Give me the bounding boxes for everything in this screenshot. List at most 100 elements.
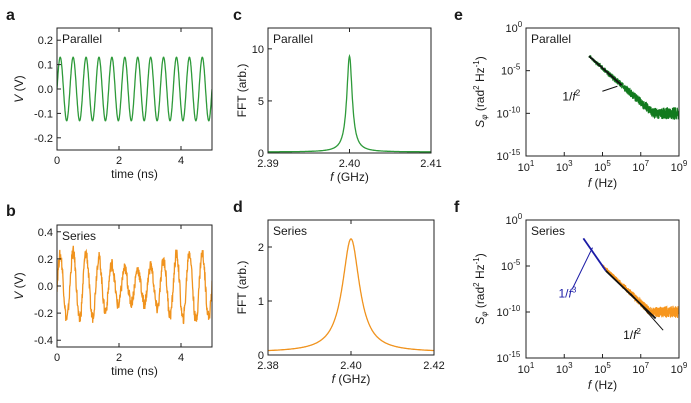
fit-annotation-f-1: 1/f2	[623, 327, 641, 342]
x-title-symbol: f	[588, 378, 593, 392]
x-title-unit: (GHz)	[334, 170, 369, 184]
y-axis-title-a: V (V)	[12, 75, 26, 102]
y-title-unit2: Hz	[473, 264, 487, 282]
x-tick-label-f: 109	[671, 361, 688, 376]
x-tick-label-d: 2.40	[340, 360, 361, 372]
axes-frame-c	[267, 27, 432, 154]
x-title-unit: (Hz)	[591, 176, 617, 190]
y-tick-label-b: 0.4	[38, 227, 53, 239]
x-tick-label-c: 2.41	[420, 158, 441, 170]
y-tick-label-a: 0.1	[38, 60, 53, 72]
fit-annotation-f: f	[633, 328, 638, 342]
fit-annotation-exp: 3	[572, 286, 577, 295]
y-tick-label-b: -0.4	[34, 335, 53, 347]
y-title-unit: (rad	[473, 287, 487, 312]
panel-letter-c: c	[233, 7, 242, 24]
series-line-e	[588, 54, 679, 120]
tick-exponent: 5	[606, 159, 611, 168]
y-axis-title-e: Sφ (rad2 Hz-1)	[472, 56, 489, 128]
series-line-b	[57, 245, 212, 325]
y-tick-label-a: 0.0	[38, 84, 53, 96]
tick-base: 10	[497, 307, 509, 319]
axes-frame-e	[525, 27, 680, 157]
x-title-symbol: f	[588, 176, 593, 190]
plot-area-d	[268, 238, 434, 352]
y-tick-label-f: 10-10	[497, 304, 521, 319]
y-tick-label-a: -0.1	[34, 108, 53, 120]
tick-base: 10	[518, 162, 530, 174]
y-tick-label-e: 10-5	[501, 63, 521, 78]
x-axis-title-b: time (ns)	[111, 364, 158, 378]
y-tick-label-d: 2	[258, 242, 264, 254]
tick-base: 10	[556, 364, 568, 376]
tick-base: 10	[556, 162, 568, 174]
y-title-symbol: V	[12, 94, 26, 103]
inset-label-b: Series	[62, 229, 96, 243]
x-axis-title-d: f (GHz)	[332, 372, 371, 386]
y-tick-label-e: 10-15	[497, 148, 521, 163]
x-tick-label-e: 101	[518, 159, 535, 174]
fit-line-f-0	[582, 237, 607, 272]
x-tick-label-d: 2.42	[423, 360, 444, 372]
fit-annotation-arrow	[572, 247, 593, 289]
tick-exponent: -15	[509, 148, 521, 157]
tick-base: 10	[501, 261, 513, 273]
panel-letter-d: d	[233, 199, 243, 216]
series-line-c	[268, 53, 431, 153]
series-line-d	[268, 238, 434, 352]
x-tick-label-d: 2.38	[257, 360, 278, 372]
x-axis-title-f: f (Hz)	[588, 378, 617, 392]
fit-annotation-f-0: 1/f3	[558, 286, 576, 301]
x-tick-label-b: 2	[116, 352, 122, 364]
tick-exponent: -10	[509, 105, 521, 114]
x-tick-label-e: 107	[632, 159, 649, 174]
x-tick-label-f: 105	[594, 361, 611, 376]
tick-base: 10	[506, 215, 518, 227]
tick-base: 10	[594, 364, 606, 376]
y-tick-label-b: 0.2	[38, 254, 53, 266]
x-title-symbol: f	[330, 170, 335, 184]
y-tick-label-d: 1	[258, 296, 264, 308]
plot-area-c	[268, 53, 431, 153]
y-tick-label-a: 0.2	[38, 35, 53, 47]
y-title-unit2: Hz	[473, 67, 487, 85]
x-tick-label-a: 4	[178, 155, 184, 167]
x-tick-label-f: 101	[518, 361, 535, 376]
tick-base: 10	[632, 364, 644, 376]
axes-frame-f	[525, 219, 680, 359]
tick-exponent: 0	[518, 212, 523, 221]
y-title-symbol: S	[473, 317, 487, 325]
y-title-sup2: -1	[472, 257, 481, 265]
x-axis-title-a: time (ns)	[111, 167, 158, 181]
plot-area-e	[588, 54, 679, 120]
x-title-unit: (GHz)	[335, 372, 370, 386]
x-tick-label-b: 0	[54, 352, 60, 364]
plot-area-f	[582, 237, 679, 320]
plot-area-b	[57, 245, 212, 325]
tick-base: 10	[632, 162, 644, 174]
y-tick-label-f: 10-15	[497, 350, 521, 365]
y-tick-label-c: 5	[258, 96, 264, 108]
tick-exponent: 9	[683, 159, 688, 168]
y-title-unit: (V)	[12, 272, 26, 291]
tick-base: 10	[501, 66, 513, 78]
panel-a: a 0 2 4 0.2 0.1 0.0 -0.1 -0.2 time (ns) V (V) Paral…	[6, 7, 213, 181]
tick-exponent: 1	[530, 361, 535, 370]
fit-line-f-1	[605, 270, 657, 320]
y-title-sup: 2	[472, 85, 481, 90]
tick-exponent: 0	[518, 20, 523, 29]
panel-c: c 2.39 2.40 2.41 10 5 0 f (GHz) FFT (arb.) Parall…	[233, 7, 442, 184]
tick-exponent: 7	[645, 361, 650, 370]
y-tick-label-c: 0	[258, 148, 264, 160]
fit-annotation-e-0: 1/f2	[562, 88, 580, 103]
y-axis-title-d: FFT (arb.)	[235, 261, 249, 315]
fit-line-e-0	[588, 55, 623, 86]
fit-annotation-exp: 2	[576, 88, 581, 97]
y-tick-label-e: 100	[506, 20, 523, 35]
x-tick-label-e: 103	[556, 159, 573, 174]
fit-annotation-base: 1/	[623, 328, 634, 342]
x-tick-label-c: 2.40	[339, 158, 360, 170]
y-tick-label-d: 0	[258, 350, 264, 362]
inset-label-c: Parallel	[273, 32, 313, 46]
